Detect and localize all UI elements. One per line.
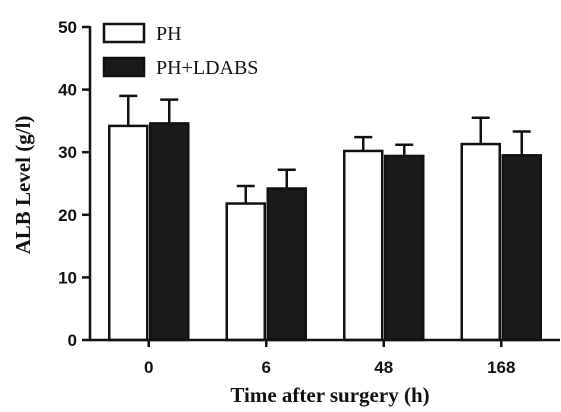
bar-ph-6 bbox=[225, 202, 266, 342]
y-axis-title: ALB Level (g/l) bbox=[11, 116, 35, 255]
bar-ph-0 bbox=[108, 124, 149, 342]
x-tick-label-0: 0 bbox=[144, 358, 153, 377]
legend-label-ph: PH bbox=[156, 23, 182, 45]
bar-ph-48 bbox=[343, 149, 384, 342]
legend-swatch-ph-ldabs bbox=[102, 56, 146, 78]
legend-swatch-ph bbox=[102, 22, 146, 44]
x-tick-label-168: 168 bbox=[487, 358, 515, 377]
y-tick-label-40: 40 bbox=[58, 81, 77, 100]
y-tick-label-20: 20 bbox=[58, 206, 77, 225]
y-tick-label-10: 10 bbox=[58, 268, 77, 287]
y-tick-label-30: 30 bbox=[58, 143, 77, 162]
bar-ph-ldabs-168 bbox=[501, 154, 542, 342]
legend-label-ph-ldabs: PH+LDABS bbox=[156, 57, 258, 79]
y-tick-label-0: 0 bbox=[68, 331, 77, 350]
x-tick-label-6: 6 bbox=[262, 358, 271, 377]
bar-ph-168 bbox=[460, 142, 501, 342]
bar-ph-ldabs-48 bbox=[384, 154, 425, 342]
bar-ph-ldabs-6 bbox=[266, 187, 307, 342]
x-tick-label-48: 48 bbox=[374, 358, 393, 377]
y-tick-label-50: 50 bbox=[58, 18, 77, 37]
bar-ph-ldabs-0 bbox=[149, 122, 190, 342]
x-axis-title: Time after surgery (h) bbox=[230, 383, 429, 407]
